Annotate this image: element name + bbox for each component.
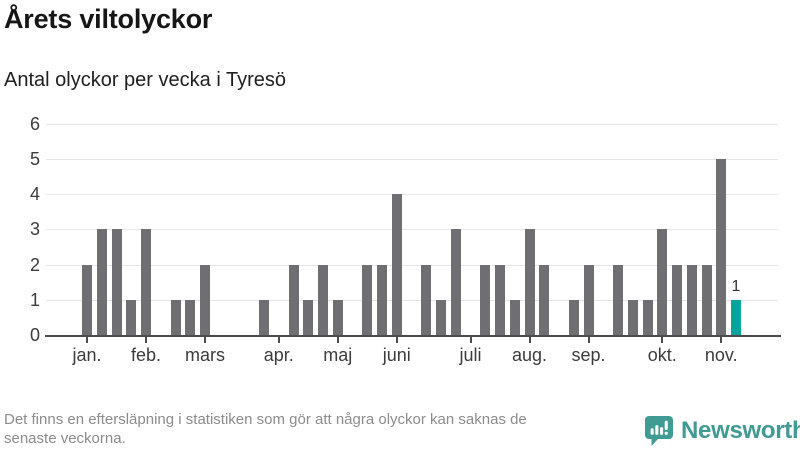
x-axis-tick (336, 337, 339, 343)
bar (583, 264, 594, 335)
y-axis-label: 5 (29, 149, 40, 169)
y-axis-label: 6 (29, 113, 40, 134)
bar (716, 159, 727, 335)
x-axis-tick (277, 337, 280, 343)
bar (377, 264, 387, 335)
bar (421, 264, 432, 335)
y-axis-label: 4 (29, 184, 40, 205)
footnote-line-2: senaste veckorna. (4, 430, 126, 447)
bar (391, 194, 402, 335)
bar (82, 264, 92, 335)
x-axis-tick (469, 337, 472, 343)
bar (318, 264, 328, 335)
newsworthy-logo: Newsworthy (644, 415, 800, 447)
footnote-line-1: Det finns en eftersläpning i statistiken… (4, 411, 527, 428)
x-axis-label: juli (459, 345, 482, 365)
gridline (46, 229, 778, 231)
x-axis-tick (661, 337, 664, 343)
bar (539, 264, 550, 335)
bar (568, 299, 579, 335)
y-axis-label: 0 (29, 325, 40, 345)
bar (332, 299, 343, 335)
x-axis-label: okt. (647, 345, 677, 365)
bar (701, 264, 712, 335)
x-axis-tick (587, 337, 590, 343)
bar (480, 264, 491, 335)
bar (185, 299, 196, 335)
x-axis-label: mars (185, 345, 225, 365)
gridline (46, 159, 778, 160)
bar (672, 264, 682, 335)
gridline (46, 194, 778, 196)
bar (627, 299, 638, 335)
bar (686, 264, 697, 335)
bar (303, 299, 314, 335)
x-axis-label: apr. (263, 345, 294, 365)
bar (96, 229, 107, 335)
x-axis-label: maj (323, 345, 353, 365)
footnote: Det finns en eftersläpning i statistiken… (4, 410, 527, 448)
x-axis-line (45, 335, 781, 337)
newsworthy-wordmark: Newsworthy (681, 417, 800, 444)
x-axis-tick (86, 337, 88, 343)
chart-subtitle: Antal olyckor per vecka i Tyresö (4, 69, 286, 91)
bar (200, 264, 210, 335)
gridline (46, 299, 778, 301)
last-bar-value-label: 1 (731, 277, 741, 295)
bar (657, 229, 668, 335)
gridline (46, 264, 778, 266)
x-axis-tick (145, 337, 147, 343)
x-axis-tick (204, 337, 206, 343)
bar (259, 299, 269, 335)
y-axis-label: 1 (29, 289, 40, 310)
gridline (46, 123, 778, 125)
x-axis-label: juni (382, 345, 411, 365)
bar (509, 299, 520, 335)
bar (495, 264, 505, 335)
x-axis-label: feb. (130, 345, 162, 365)
x-axis-label: nov. (704, 345, 738, 365)
bar (450, 229, 461, 335)
bar (141, 229, 151, 335)
page-title: Årets viltolyckor (4, 4, 213, 34)
bar (126, 299, 137, 335)
bar (642, 299, 653, 335)
x-axis-tick (528, 337, 531, 343)
newsworthy-chart-bubble-icon (644, 415, 674, 447)
bar (524, 229, 535, 335)
bar (436, 299, 446, 335)
bar (362, 264, 373, 335)
y-axis-label: 3 (29, 219, 40, 240)
x-axis-tick (720, 337, 723, 343)
highlighted-bar (731, 299, 741, 335)
x-axis-label: jan. (72, 345, 102, 365)
x-axis-label: aug. (511, 345, 548, 365)
x-axis-label: sep. (571, 345, 606, 365)
bar (111, 229, 122, 335)
x-axis-tick (395, 337, 398, 343)
y-axis-label: 2 (29, 254, 40, 275)
bar (170, 299, 181, 335)
bar (613, 264, 623, 335)
bar (288, 264, 299, 335)
